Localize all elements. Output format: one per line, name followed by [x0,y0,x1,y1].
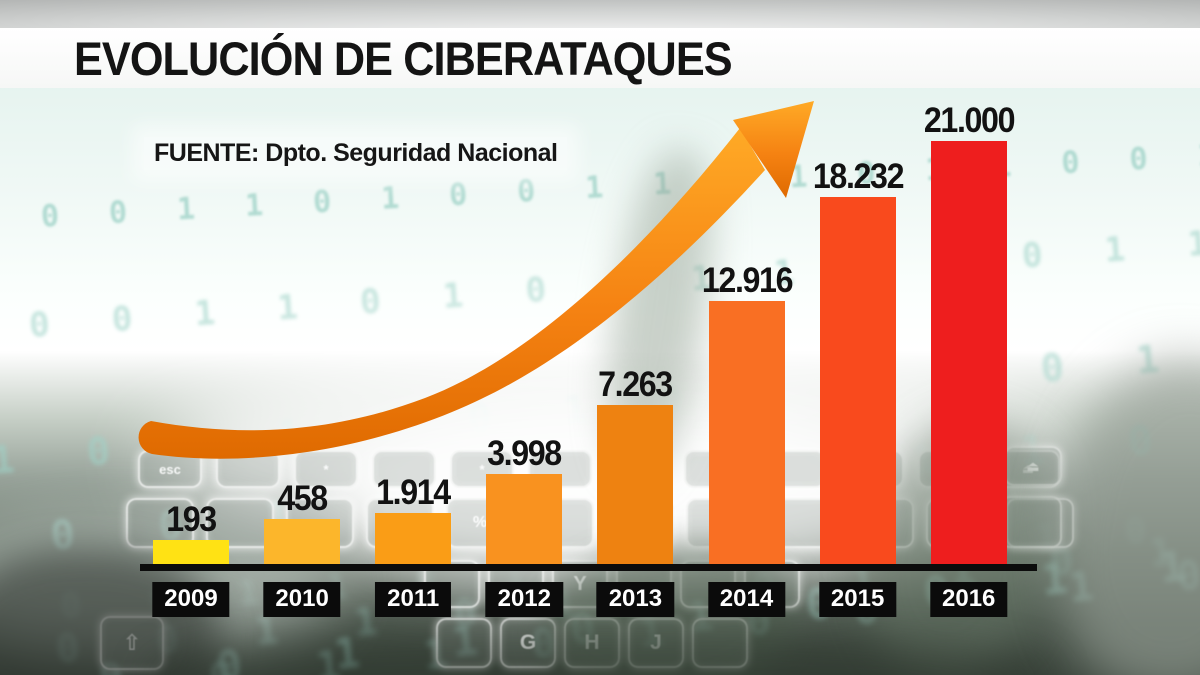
value-label-2012: 3.998 [487,434,562,473]
bar-2015 [819,197,896,566]
year-label-2016: 2016 [929,582,1008,617]
bar-2011 [375,513,452,566]
page-title: EVOLUCIÓN DE CIBERATAQUES [74,31,733,85]
value-label-2014: 12.916 [701,261,793,300]
year-label-2015: 2015 [818,582,897,617]
title-banner: EVOLUCIÓN DE CIBERATAQUES [0,28,1200,88]
bar-2010 [264,519,341,566]
keyboard-key [206,498,274,548]
top-gray-band [0,0,1200,28]
year-label-2010: 2010 [263,582,341,617]
bar-2013 [597,405,674,566]
year-label-2009: 2009 [152,582,230,617]
year-label-2013: 2013 [596,582,675,617]
bar-2016 [930,141,1007,566]
year-label-2014: 2014 [707,582,786,617]
year-label-2012: 2012 [485,582,563,617]
value-label-2016: 21.000 [923,101,1016,140]
year-label-2011: 2011 [375,582,452,617]
bar-2009 [153,540,229,566]
value-label-2009: 193 [166,500,217,539]
bar-2012 [486,474,563,566]
keyboard-key [126,498,194,548]
value-label-2011: 1.914 [376,473,451,512]
keyboard-key [436,618,492,668]
bar-2014 [708,301,785,566]
value-label-2013: 7.263 [598,365,674,404]
value-label-2015: 18.232 [812,157,904,196]
x-axis-line [140,564,1037,571]
value-label-2010: 458 [277,479,328,518]
source-label: FUENTE: Dpto. Seguridad Nacional [144,137,568,170]
